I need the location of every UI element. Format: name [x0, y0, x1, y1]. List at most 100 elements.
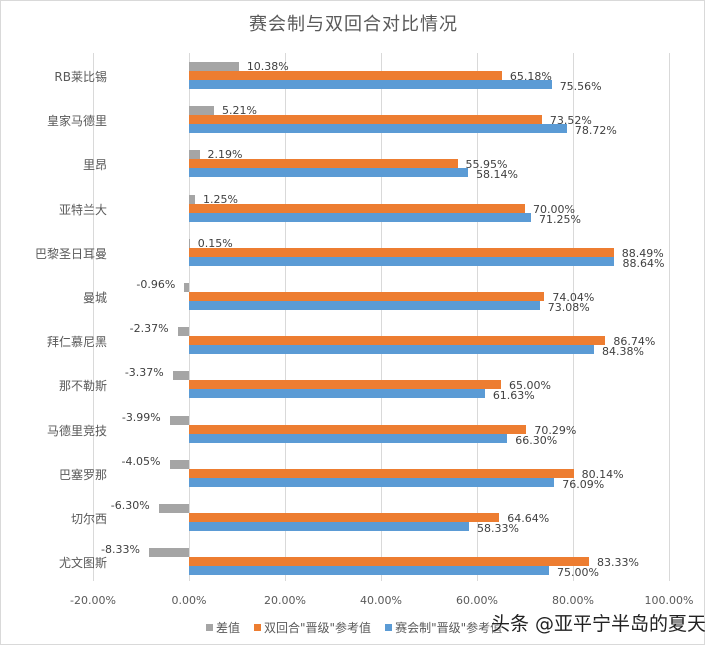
diff-bar	[177, 327, 189, 337]
single-match-bar	[189, 566, 549, 576]
category-label: 亚特兰大	[58, 202, 107, 217]
gridline	[381, 53, 382, 581]
legend-item: 双回合"晋级"参考值	[254, 619, 371, 636]
data-label: 66.30%	[515, 433, 558, 447]
two-leg-bar	[189, 380, 501, 390]
category-label: 那不勒斯	[58, 379, 107, 394]
single-match-bar	[189, 433, 508, 443]
legend-label: 赛会制"晋级"参考值	[395, 621, 503, 635]
data-label: 5.21%	[222, 104, 257, 118]
data-label: 64.64%	[507, 512, 550, 525]
data-label: 80.14%	[581, 467, 624, 481]
gridline	[669, 53, 670, 581]
two-leg-bar	[189, 247, 614, 257]
diff-bar	[158, 504, 189, 513]
category-label: 曼城	[82, 291, 107, 305]
diff-bar	[172, 371, 189, 381]
data-label: -3.37%	[124, 366, 164, 380]
two-leg-bar	[189, 336, 606, 346]
data-label: 73.52%	[549, 114, 592, 128]
diff-bar	[189, 62, 239, 71]
category-label: 里昂	[82, 158, 107, 173]
data-label: -2.37%	[129, 322, 169, 336]
data-label: 74.04%	[552, 291, 595, 304]
category-label: 切尔西	[70, 512, 107, 526]
single-match-bar	[189, 124, 567, 134]
legend: 差值 双回合"晋级"参考值 赛会制"晋级"参考值	[206, 619, 502, 636]
data-label: 83.33%	[596, 556, 639, 570]
legend-swatch-icon	[254, 624, 262, 631]
single-match-bar	[189, 389, 485, 399]
category-label: 拜仁慕尼黑	[46, 335, 107, 350]
two-leg-bar	[189, 115, 542, 125]
data-label: 58.33%	[476, 522, 519, 535]
data-label: 73.08%	[547, 301, 590, 314]
single-match-bar	[189, 301, 540, 310]
diff-bar	[184, 283, 189, 292]
data-label: 61.63%	[492, 389, 535, 403]
data-label: -0.96%	[136, 278, 176, 291]
legend-label: 差值	[216, 621, 241, 635]
diff-bar	[189, 106, 214, 116]
diff-bar	[189, 150, 200, 160]
category-label: 巴塞罗那	[58, 467, 107, 482]
single-match-bar	[189, 477, 555, 487]
gridline	[477, 53, 478, 581]
category-label: RB莱比锡	[54, 70, 107, 84]
data-label: 76.09%	[562, 477, 605, 491]
single-match-bar	[189, 168, 469, 178]
x-tick-label: 80.00%	[552, 594, 594, 607]
data-label: 75.56%	[559, 80, 602, 93]
single-match-bar	[189, 256, 615, 266]
single-match-bar	[189, 345, 595, 355]
data-label: 78.72%	[574, 124, 617, 138]
gridline	[285, 53, 286, 581]
single-match-bar	[189, 522, 469, 531]
data-label: 84.38%	[602, 345, 644, 359]
two-leg-bar	[189, 424, 527, 434]
data-label: -4.05%	[121, 454, 161, 468]
legend-item: 赛会制"晋级"参考值	[385, 619, 502, 636]
legend-item: 差值	[206, 619, 240, 636]
data-label: 86.74%	[613, 335, 656, 349]
data-label: 55.95%	[465, 158, 508, 172]
two-leg-bar	[189, 468, 574, 478]
data-label: 70.00%	[533, 202, 575, 216]
data-label: 1.25%	[203, 192, 238, 206]
x-tick-label: 20.00%	[264, 594, 306, 607]
diff-bar	[149, 548, 189, 558]
category-label: 尤文图斯	[58, 556, 107, 571]
data-label: -8.33%	[101, 543, 140, 557]
x-tick-label: 100.00%	[644, 594, 694, 607]
two-leg-bar	[189, 513, 500, 522]
data-label: 65.18%	[509, 70, 552, 83]
data-label: 71.25%	[539, 212, 581, 226]
single-match-bar	[189, 212, 531, 222]
legend-label: 双回合"晋级"参考值	[264, 621, 372, 635]
x-tick-label: 0.00%	[171, 594, 207, 607]
single-match-bar	[189, 80, 552, 89]
data-label: -6.30%	[110, 499, 150, 512]
gridline	[189, 53, 190, 581]
two-leg-bar	[189, 159, 458, 169]
x-tick-label: 40.00%	[360, 594, 402, 607]
two-leg-bar	[189, 71, 502, 80]
diff-bar	[189, 238, 190, 248]
x-tick-label: 60.00%	[456, 594, 498, 607]
diff-bar	[189, 194, 195, 204]
data-label: 58.14%	[476, 168, 519, 182]
category-label: 皇家马德里	[46, 114, 107, 129]
two-leg-bar	[189, 203, 525, 213]
data-label: 0.15%	[197, 236, 233, 250]
x-tick-label: -20.00%	[70, 594, 116, 607]
category-label: 马德里竞技	[46, 423, 107, 438]
data-label: 65.00%	[509, 379, 551, 393]
gridline	[573, 53, 574, 581]
data-label: 75.00%	[557, 566, 599, 580]
two-leg-bar	[189, 292, 545, 301]
chart-title: 赛会制与双回合对比情况	[249, 14, 458, 35]
watermark: 头条 @亚平宁半岛的夏天	[491, 613, 705, 635]
data-label: 70.29%	[534, 423, 577, 437]
data-label: 10.38%	[246, 60, 289, 73]
gridline	[93, 53, 94, 581]
